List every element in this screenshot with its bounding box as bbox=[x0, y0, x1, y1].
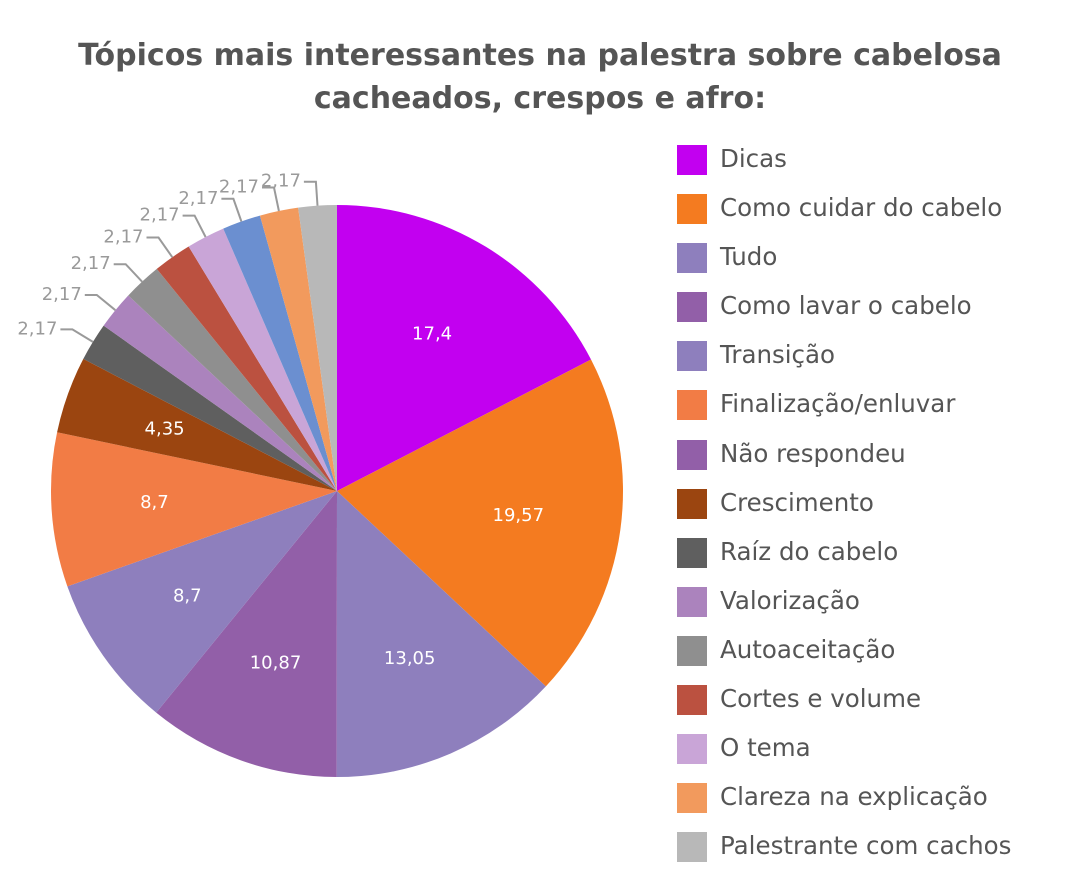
legend-swatch bbox=[677, 832, 707, 863]
legend-swatch bbox=[677, 537, 707, 568]
legend-swatch bbox=[677, 734, 707, 765]
pie-slice-dicas bbox=[337, 205, 592, 491]
pie-slice-palestrante-com-cachos bbox=[298, 204, 337, 491]
legend-swatch bbox=[677, 439, 707, 470]
data-label-transicao: 8,7 bbox=[173, 585, 202, 606]
legend-swatch bbox=[677, 783, 707, 814]
legend-label: Raíz do cabelo bbox=[720, 536, 899, 566]
leader-line-clareza-na-explicacao bbox=[262, 186, 280, 212]
leader-line-raiz-do-cabelo bbox=[60, 328, 94, 343]
pie-slice-raiz-do-cabelo bbox=[83, 325, 337, 491]
legend-label: Palestrante com cachos bbox=[720, 831, 1012, 861]
legend-swatch bbox=[677, 390, 707, 421]
leader-line-o-tema bbox=[182, 214, 207, 238]
legend-label: Clareza na explicação bbox=[720, 782, 988, 812]
legend-swatch bbox=[677, 488, 707, 519]
legend-label: Transição bbox=[720, 340, 836, 370]
legend-label: Autoaceitação bbox=[720, 634, 896, 664]
legend-swatch bbox=[677, 292, 707, 323]
pie-slice-cortes-e-volume bbox=[156, 246, 337, 491]
chart-title: Tópicos mais interessantes na palestra s… bbox=[0, 34, 1080, 120]
data-label-finalizacao-enluvar: 8,7 bbox=[140, 492, 169, 513]
leader-line-esclarecimento bbox=[221, 197, 243, 222]
leader-line-autoaceitacao bbox=[113, 263, 143, 283]
leader-line-cortes-e-volume bbox=[146, 236, 174, 258]
legend-label: Como lavar o cabelo bbox=[720, 291, 972, 321]
data-label-autoaceitacao: 2,17 bbox=[71, 253, 111, 274]
pie-slice-como-cuidar-do-cabelo bbox=[337, 359, 624, 687]
legend-swatch bbox=[677, 243, 707, 274]
legend-label: O tema bbox=[720, 733, 811, 763]
pie-slice-clareza-na-explicacao bbox=[259, 207, 337, 491]
data-label-valorizacao: 2,17 bbox=[42, 284, 82, 305]
legend-swatch bbox=[677, 685, 707, 716]
data-label-crescimento: 4,35 bbox=[145, 418, 185, 439]
data-label-palestrante-com-cachos: 2,17 bbox=[261, 171, 301, 192]
legend-swatch bbox=[677, 635, 707, 666]
legend-swatch bbox=[677, 194, 707, 225]
legend-label: Crescimento bbox=[720, 487, 874, 517]
legend-swatch bbox=[677, 586, 707, 617]
pie-slice-valorizacao bbox=[103, 295, 337, 491]
legend-label: Não respondeu bbox=[720, 438, 906, 468]
legend-label: Tudo bbox=[720, 242, 778, 272]
legend-swatch bbox=[677, 145, 707, 175]
leader-line-palestrante-com-cachos bbox=[303, 180, 319, 206]
leader-line-valorizacao bbox=[84, 294, 117, 311]
pie-slice-esclarecimento bbox=[223, 215, 337, 491]
data-label-esclarecimento: 2,17 bbox=[178, 188, 218, 209]
data-label-o-tema: 2,17 bbox=[140, 205, 180, 226]
pie-slice-o-tema bbox=[188, 228, 337, 491]
data-label-raiz-do-cabelo: 2,17 bbox=[17, 318, 57, 339]
data-label-cortes-e-volume: 2,17 bbox=[103, 227, 143, 248]
data-label-clareza-na-explicacao: 2,17 bbox=[219, 177, 259, 198]
data-label-dicas: 17,4 bbox=[412, 324, 452, 345]
pie-slice-finalizacao-enluvar bbox=[50, 432, 338, 587]
pie-slice-transicao bbox=[67, 491, 338, 713]
legend-label: Dicas bbox=[720, 144, 787, 173]
legend-label: Finalização/enluvar bbox=[720, 389, 956, 419]
legend-label: Valorização bbox=[720, 585, 860, 615]
pie-slice-crescimento bbox=[57, 358, 338, 491]
chart-title-line-2: cacheados, crespos e afro: bbox=[313, 81, 767, 116]
legend-swatch bbox=[677, 341, 707, 372]
legend-label: Cortes e volume bbox=[720, 684, 922, 714]
chart-title-line-1: Tópicos mais interessantes na palestra s… bbox=[78, 38, 1002, 73]
pie-slice-tudo bbox=[336, 491, 546, 778]
data-label-como-lavar-o-cabelo: 10,87 bbox=[250, 652, 302, 673]
data-label-como-cuidar-do-cabelo: 19,57 bbox=[493, 505, 545, 526]
pie-slice-autoaceitacao bbox=[128, 268, 337, 491]
legend-label: Como cuidar do cabelo bbox=[720, 193, 1003, 223]
data-label-tudo: 13,05 bbox=[384, 648, 436, 669]
pie-slice-como-lavar-o-cabelo bbox=[156, 491, 337, 777]
